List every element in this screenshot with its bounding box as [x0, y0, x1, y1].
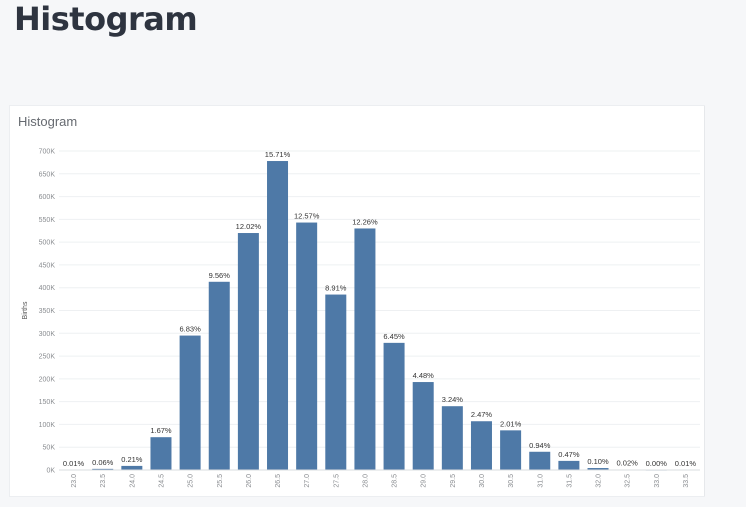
y-tick-label: 150K — [39, 399, 56, 406]
x-tick-label: 27.0 — [304, 474, 311, 488]
bar-data-label: 0.00% — [646, 459, 668, 468]
y-axis-label: Births — [22, 301, 29, 319]
bar-data-label: 0.01% — [63, 459, 85, 468]
bar-data-label: 1.67% — [150, 426, 172, 435]
bar-data-label: 8.91% — [325, 284, 347, 293]
x-tick-label: 25.0 — [188, 474, 195, 488]
bar — [412, 382, 434, 470]
y-tick-label: 450K — [39, 262, 56, 269]
bar-data-label: 2.47% — [471, 410, 493, 419]
x-tick-label: 25.5 — [217, 474, 224, 488]
x-tick-label: 24.0 — [129, 474, 136, 488]
bar — [383, 342, 405, 470]
y-tick-label: 700K — [39, 149, 56, 156]
x-tick-label: 29.5 — [450, 474, 457, 488]
bar-data-label: 12.02% — [236, 222, 262, 231]
x-tick-label: 30.5 — [508, 474, 515, 488]
bar-data-label: 3.24% — [442, 395, 464, 404]
card-title: Histogram — [18, 114, 78, 129]
y-tick-label: 550K — [39, 217, 56, 224]
page-heading: Histogram — [14, 0, 198, 38]
y-tick-label: 100K — [39, 422, 56, 429]
bar-data-label: 9.56% — [209, 271, 231, 280]
y-tick-label: 500K — [39, 240, 56, 247]
bar-data-label: 6.83% — [179, 325, 201, 334]
bar-data-label: 12.26% — [352, 217, 378, 226]
bar — [441, 406, 463, 470]
bar-data-label: 12.57% — [294, 212, 320, 221]
x-tick-label: 30.0 — [479, 474, 486, 488]
x-tick-label: 31.5 — [566, 474, 573, 488]
x-tick-label: 27.5 — [333, 474, 340, 488]
y-tick-label: 0K — [46, 468, 55, 475]
x-tick-label: 28.5 — [392, 474, 399, 488]
y-tick-label: 400K — [39, 285, 56, 292]
x-tick-label: 33.0 — [654, 474, 661, 488]
x-tick-label: 28.0 — [362, 474, 369, 488]
bar — [150, 437, 172, 470]
bar — [237, 233, 259, 470]
y-tick-label: 600K — [39, 194, 56, 201]
bar-data-label: 0.10% — [587, 457, 609, 466]
histogram-chart: 0K 50K 100K 150K 200K 250K 300K 350K 400K 450K 500… — [22, 149, 700, 488]
x-tick-label: 32.0 — [596, 474, 603, 488]
bar — [354, 228, 376, 470]
bar-data-label: 0.94% — [529, 441, 551, 450]
bar — [470, 421, 492, 470]
bar-data-label: 0.21% — [121, 455, 143, 464]
bar — [587, 468, 609, 470]
bar-data-label: 0.06% — [92, 458, 114, 467]
bar — [558, 460, 580, 470]
bar-data-label: 15.71% — [265, 150, 291, 159]
bar — [179, 335, 201, 470]
bar-data-label: 4.48% — [413, 371, 435, 380]
bar — [325, 294, 347, 470]
x-tick-label: 26.0 — [246, 474, 253, 488]
bar — [208, 281, 230, 470]
x-tick-label: 33.5 — [683, 474, 690, 488]
bar-data-label: 2.01% — [500, 419, 522, 428]
bar — [267, 161, 289, 471]
bar — [500, 430, 522, 470]
y-tick-label: 50K — [43, 445, 56, 452]
bar-data-label: 6.45% — [383, 332, 405, 341]
x-tick-label: 32.5 — [625, 474, 632, 488]
y-tick-label: 300K — [39, 331, 56, 338]
y-tick-label: 650K — [39, 171, 56, 178]
bar — [92, 468, 114, 470]
x-tick-label: 31.0 — [537, 474, 544, 488]
x-tick-label: 26.5 — [275, 474, 282, 488]
bar — [121, 465, 143, 470]
y-tick-label: 250K — [39, 354, 56, 361]
bar-data-label: 0.01% — [675, 459, 697, 468]
x-tick-label: 24.5 — [158, 474, 165, 488]
y-tick-label: 200K — [39, 376, 56, 383]
bar-data-label: 0.47% — [558, 450, 580, 459]
bar — [529, 451, 551, 470]
y-tick-label: 350K — [39, 308, 56, 315]
bar-data-label: 0.02% — [617, 459, 639, 468]
card-divider — [704, 106, 705, 496]
bar — [296, 222, 318, 470]
chart-card: Histogram 0K 50K 100K 150K 200K 250K 300K 350K 4… — [10, 106, 704, 496]
x-tick-label: 29.0 — [421, 474, 428, 488]
x-tick-label: 23.5 — [100, 474, 107, 488]
x-tick-label: 23.0 — [71, 474, 78, 488]
